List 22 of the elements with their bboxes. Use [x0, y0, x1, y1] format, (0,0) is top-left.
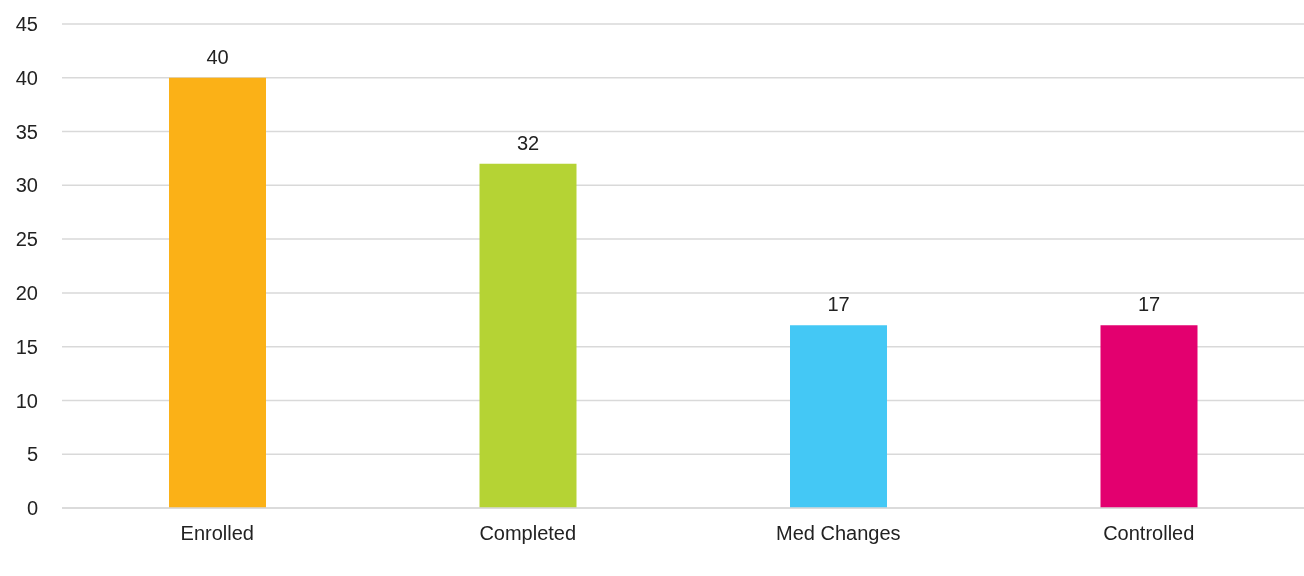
y-tick-label: 30	[15, 174, 38, 197]
y-tick-label: 0	[26, 497, 38, 520]
x-tick-label: Enrolled	[180, 522, 254, 545]
y-tick-label: 10	[15, 389, 38, 412]
y-tick-label: 20	[15, 281, 38, 304]
y-tick-label: 25	[15, 228, 38, 251]
x-tick-label: Controlled	[1103, 522, 1195, 545]
data-label: 32	[516, 131, 540, 154]
y-tick-label: 35	[15, 120, 38, 143]
y-tick-label: 15	[15, 335, 38, 358]
bar	[169, 77, 266, 508]
bar	[790, 325, 887, 508]
x-tick-label: Completed	[479, 522, 577, 545]
y-tick-label: 5	[26, 443, 38, 466]
x-tick-label: Med Changes	[775, 522, 901, 545]
bar	[479, 163, 577, 508]
data-label: 17	[827, 293, 850, 316]
data-label: 17	[1137, 293, 1161, 316]
data-label: 40	[206, 45, 229, 68]
bar	[1100, 325, 1198, 508]
y-tick-label: 45	[15, 13, 38, 36]
y-tick-label: 40	[15, 66, 38, 89]
